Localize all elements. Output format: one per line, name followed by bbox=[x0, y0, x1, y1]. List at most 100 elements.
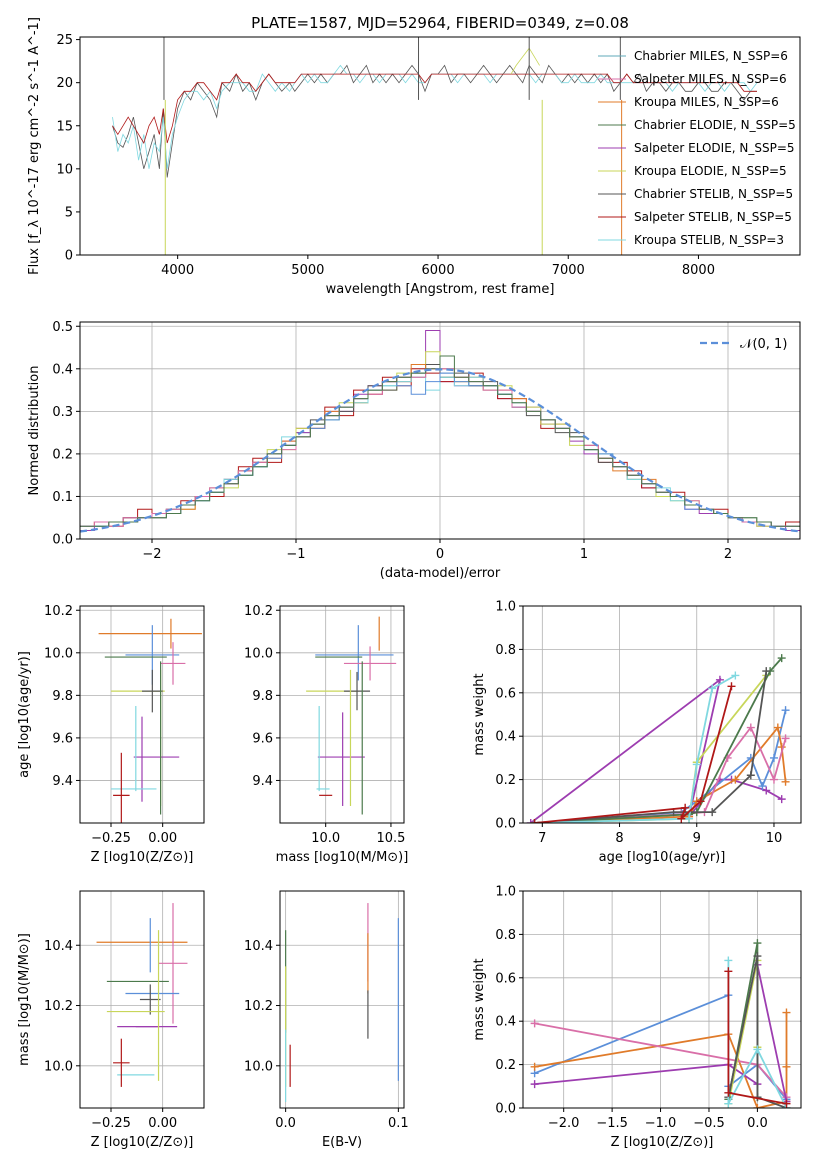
x-tick-label: −2 bbox=[142, 547, 161, 562]
y-tick-label: 0.5 bbox=[52, 320, 73, 335]
x-tick-label: 7 bbox=[538, 831, 546, 846]
plus-marker bbox=[746, 771, 755, 780]
y-tick-label: 0 bbox=[65, 249, 73, 264]
y-tick-label: 9.8 bbox=[52, 689, 73, 704]
y-tick-label: 0.6 bbox=[495, 686, 516, 701]
y-tick-label: 0.2 bbox=[52, 447, 73, 462]
plus-marker bbox=[724, 967, 733, 976]
legend-entry: Chabrier ELODIE, N_SSP=5 bbox=[634, 118, 796, 132]
weight-line-6 bbox=[727, 955, 787, 1108]
y-tick-label: 0.4 bbox=[495, 730, 516, 745]
y-tick-label: 9.4 bbox=[252, 774, 273, 789]
plus-marker bbox=[769, 753, 778, 762]
panel-age_vs_Z: −0.25 0.00 9.4 9.6 9.8 10.0 10.2 Z [log10(Z/Z⊙)… bbox=[17, 604, 205, 865]
spectrum-line-3 bbox=[510, 47, 540, 75]
legend-entry: Salpeter ELODIE, N_SSP=5 bbox=[634, 141, 795, 155]
plus-marker bbox=[530, 1080, 539, 1089]
plot-area bbox=[526, 654, 790, 823]
plus-marker bbox=[773, 723, 782, 732]
x-tick-label: −1 bbox=[286, 547, 305, 562]
axes-frame bbox=[279, 605, 405, 824]
plus-marker bbox=[724, 1088, 733, 1097]
y-tick-label: 5 bbox=[65, 205, 73, 220]
legend-entry: Salpeter STELIB, N_SSP=5 bbox=[634, 210, 792, 224]
axes-frame bbox=[79, 890, 205, 1109]
x-tick-label: 7000 bbox=[552, 263, 585, 278]
axes-frame bbox=[279, 890, 405, 1109]
x-tick-label: 10.0 bbox=[311, 831, 340, 846]
y-tick-label: 10.0 bbox=[244, 1059, 273, 1074]
plus-marker bbox=[781, 706, 790, 715]
plus-marker bbox=[731, 671, 740, 680]
x-axis-label: mass [log10(M/M⊙)] bbox=[276, 850, 409, 865]
panel-mw_vs_Z: −2.0 −1.5 −1.0 −0.5 0.0 0.0 0.2 0.4 0.6 0.8 1.0 Z [… bbox=[472, 885, 802, 1150]
y-tick-label: 10.2 bbox=[244, 999, 273, 1014]
x-tick-label: 0.1 bbox=[388, 1116, 409, 1131]
plot-area bbox=[112, 37, 758, 255]
x-tick-label: 0.00 bbox=[148, 831, 177, 846]
y-tick-label: 9.4 bbox=[52, 774, 73, 789]
legend-entry: Salpeter MILES, N_SSP=6 bbox=[634, 72, 787, 86]
plus-marker bbox=[530, 819, 539, 823]
x-tick-label: 0 bbox=[436, 547, 444, 562]
x-tick-label: 1 bbox=[580, 547, 588, 562]
figure-title: PLATE=1587, MJD=52964, FIBERID=0349, z=0… bbox=[251, 14, 629, 32]
x-tick-label: 8000 bbox=[682, 263, 715, 278]
plus-marker bbox=[758, 782, 767, 791]
y-tick-label: 10.0 bbox=[244, 646, 273, 661]
x-axis-label: (data-model)/error bbox=[380, 566, 501, 581]
spectrum-line-2 bbox=[112, 73, 757, 144]
weight-line-0 bbox=[530, 677, 783, 823]
y-tick-label: 0.8 bbox=[495, 643, 516, 658]
panel-mass_vs_Z: −0.25 0.00 10.0 10.2 10.4 Z [log10(Z/Z⊙)] mass… bbox=[17, 890, 205, 1150]
plus-marker bbox=[782, 1062, 791, 1071]
plus-marker bbox=[681, 803, 690, 812]
plus-marker bbox=[708, 684, 717, 693]
weight-line-7 bbox=[534, 674, 736, 823]
y-tick-label: 10.0 bbox=[44, 1059, 73, 1074]
y-tick-label: 10.0 bbox=[44, 646, 73, 661]
axes-frame bbox=[79, 605, 205, 824]
plus-marker bbox=[782, 1099, 791, 1108]
y-tick-label: 9.6 bbox=[52, 731, 73, 746]
x-axis-label: Z [log10(Z/Z⊙)] bbox=[611, 1135, 714, 1150]
weight-line-4 bbox=[534, 674, 768, 823]
axes-frame bbox=[522, 605, 802, 824]
errorbar-point-2 bbox=[158, 903, 188, 1024]
panel-spectrum: 4000 5000 6000 7000 8000 0 5 10 15 20 25 wavelength… bbox=[27, 17, 801, 297]
y-tick-label: 0.0 bbox=[495, 1102, 516, 1117]
y-tick-label: 10 bbox=[56, 162, 73, 177]
x-tick-label: 6000 bbox=[422, 263, 455, 278]
y-tick-label: 0.4 bbox=[495, 1015, 516, 1030]
plus-marker bbox=[724, 956, 733, 965]
errorbar-point-11 bbox=[113, 1038, 130, 1087]
panel-residuals: −2 −1 0 1 2 0.0 0.1 0.2 0.3 0.4 0.5 (data-model)/er… bbox=[27, 320, 801, 581]
legend-entry: 𝒩(0, 1) bbox=[740, 337, 787, 352]
y-tick-label: 10.2 bbox=[244, 604, 273, 619]
plus-marker bbox=[727, 682, 736, 691]
x-axis-label: Z [log10(Z/Z⊙)] bbox=[91, 850, 194, 865]
errorbar-point-12 bbox=[113, 752, 130, 823]
axes-frame bbox=[79, 36, 801, 256]
plus-marker bbox=[692, 760, 701, 769]
errorbar-point-4 bbox=[343, 646, 397, 681]
weight-line-5 bbox=[534, 657, 783, 823]
x-tick-label: −0.5 bbox=[693, 1116, 725, 1131]
x-tick-label: 0.00 bbox=[148, 1116, 177, 1131]
plus-marker bbox=[731, 775, 740, 784]
plus-marker bbox=[724, 1099, 733, 1108]
panel-mass_vs_ebv: 0.0 0.1 10.0 10.2 10.4 E(B-V) bbox=[244, 890, 409, 1150]
plus-marker bbox=[530, 1019, 539, 1028]
x-tick-label: 0.0 bbox=[275, 1116, 296, 1131]
plus-marker bbox=[753, 1104, 762, 1108]
plus-marker bbox=[781, 777, 790, 786]
errorbar-point-4 bbox=[160, 642, 186, 685]
x-tick-label: 0.0 bbox=[747, 1116, 768, 1131]
y-tick-label: 0.1 bbox=[52, 490, 73, 505]
x-tick-label: 2 bbox=[724, 547, 732, 562]
legend-entry: Chabrier MILES, N_SSP=6 bbox=[634, 49, 788, 63]
y-tick-label: 0.3 bbox=[52, 405, 73, 420]
errorbar-point-5 bbox=[139, 984, 161, 1015]
plus-marker bbox=[753, 939, 762, 948]
